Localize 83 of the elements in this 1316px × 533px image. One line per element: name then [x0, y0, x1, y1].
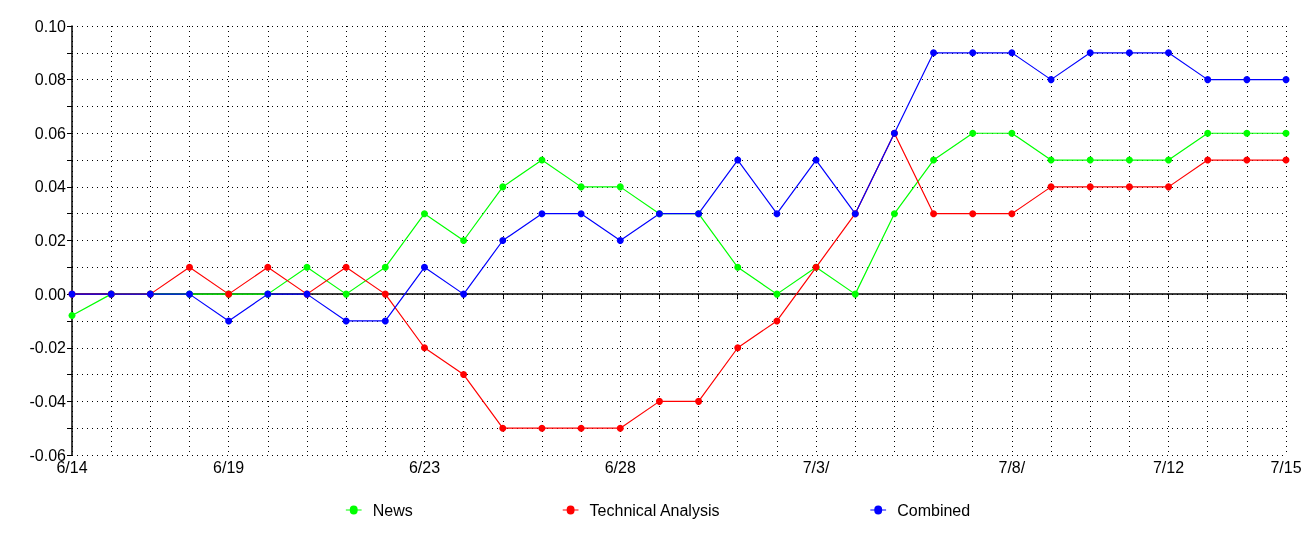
- point: [734, 156, 742, 164]
- legend-label: News: [372, 501, 413, 519]
- point: [1086, 183, 1094, 191]
- legend-label: Combined: [897, 501, 971, 519]
- point: [1086, 49, 1094, 57]
- y-tick-label: 0.04: [34, 178, 67, 196]
- point: [695, 397, 703, 405]
- x-tick-label: 7/12: [1152, 458, 1185, 476]
- point: [969, 210, 977, 218]
- point: [1204, 76, 1212, 84]
- point: [577, 210, 585, 218]
- point: [851, 290, 859, 298]
- point: [499, 237, 507, 244]
- point: [734, 344, 742, 352]
- point: [1243, 76, 1251, 84]
- point: [342, 317, 350, 325]
- x-tick-label: 7/8/: [998, 458, 1026, 476]
- point: [773, 290, 781, 298]
- x-tick-label: 6/28: [604, 458, 636, 476]
- point: [68, 312, 76, 320]
- point: [930, 156, 938, 164]
- point: [420, 263, 428, 271]
- point: [1204, 156, 1212, 164]
- point: [577, 424, 585, 432]
- point: [1282, 76, 1290, 84]
- point: [1008, 210, 1016, 218]
- point: [499, 183, 507, 191]
- point: [420, 210, 428, 218]
- y-tick-label: -0.02: [29, 339, 67, 357]
- point: [890, 210, 898, 218]
- point: [969, 129, 977, 137]
- point: [1008, 129, 1016, 137]
- x-tick-label: 6/19: [213, 458, 245, 476]
- point: [930, 49, 938, 57]
- point: [655, 397, 663, 405]
- point: [1165, 156, 1173, 164]
- y-tick-label: 0.02: [34, 232, 67, 249]
- point: [616, 183, 624, 191]
- point: [1125, 156, 1133, 164]
- point: [499, 424, 507, 432]
- point: [381, 263, 389, 271]
- x-tick-label: 7/15: [1270, 458, 1302, 476]
- point: [1204, 129, 1212, 137]
- point: [538, 424, 546, 432]
- point: [1165, 183, 1173, 191]
- point: [381, 290, 389, 298]
- x-tick-label: 6/23: [408, 458, 441, 476]
- point: [538, 210, 546, 218]
- point: [1243, 156, 1251, 164]
- point: [381, 317, 389, 325]
- y-tick-label: 0.10: [34, 17, 67, 35]
- x-tick-label: 7/3/: [802, 458, 830, 476]
- point: [460, 237, 468, 244]
- point: [1086, 156, 1094, 164]
- legend-label: Technical Analysis: [589, 501, 720, 519]
- point: [342, 263, 350, 271]
- point: [1125, 49, 1133, 57]
- point: [734, 263, 742, 271]
- y-tick-label: -0.04: [29, 392, 67, 410]
- point: [1125, 183, 1133, 191]
- point: [577, 183, 585, 191]
- point: [969, 49, 977, 57]
- point: [930, 210, 938, 218]
- point: [264, 263, 272, 271]
- point: [1243, 129, 1251, 137]
- point: [342, 290, 350, 298]
- point: [773, 210, 781, 218]
- point: [773, 317, 781, 325]
- point: [616, 424, 624, 432]
- y-tick-label: 0.08: [34, 71, 67, 89]
- point: [185, 263, 193, 271]
- point: [460, 290, 468, 298]
- point: [420, 344, 428, 352]
- point: [460, 371, 468, 379]
- point: [1282, 129, 1290, 137]
- point: [1008, 49, 1016, 57]
- point: [616, 237, 624, 244]
- y-tick-label: 0.00: [34, 285, 67, 303]
- point: [1165, 49, 1173, 57]
- point: [1047, 76, 1055, 84]
- point: [303, 263, 311, 271]
- point: [225, 317, 233, 325]
- y-tick-label: 0.06: [34, 124, 67, 142]
